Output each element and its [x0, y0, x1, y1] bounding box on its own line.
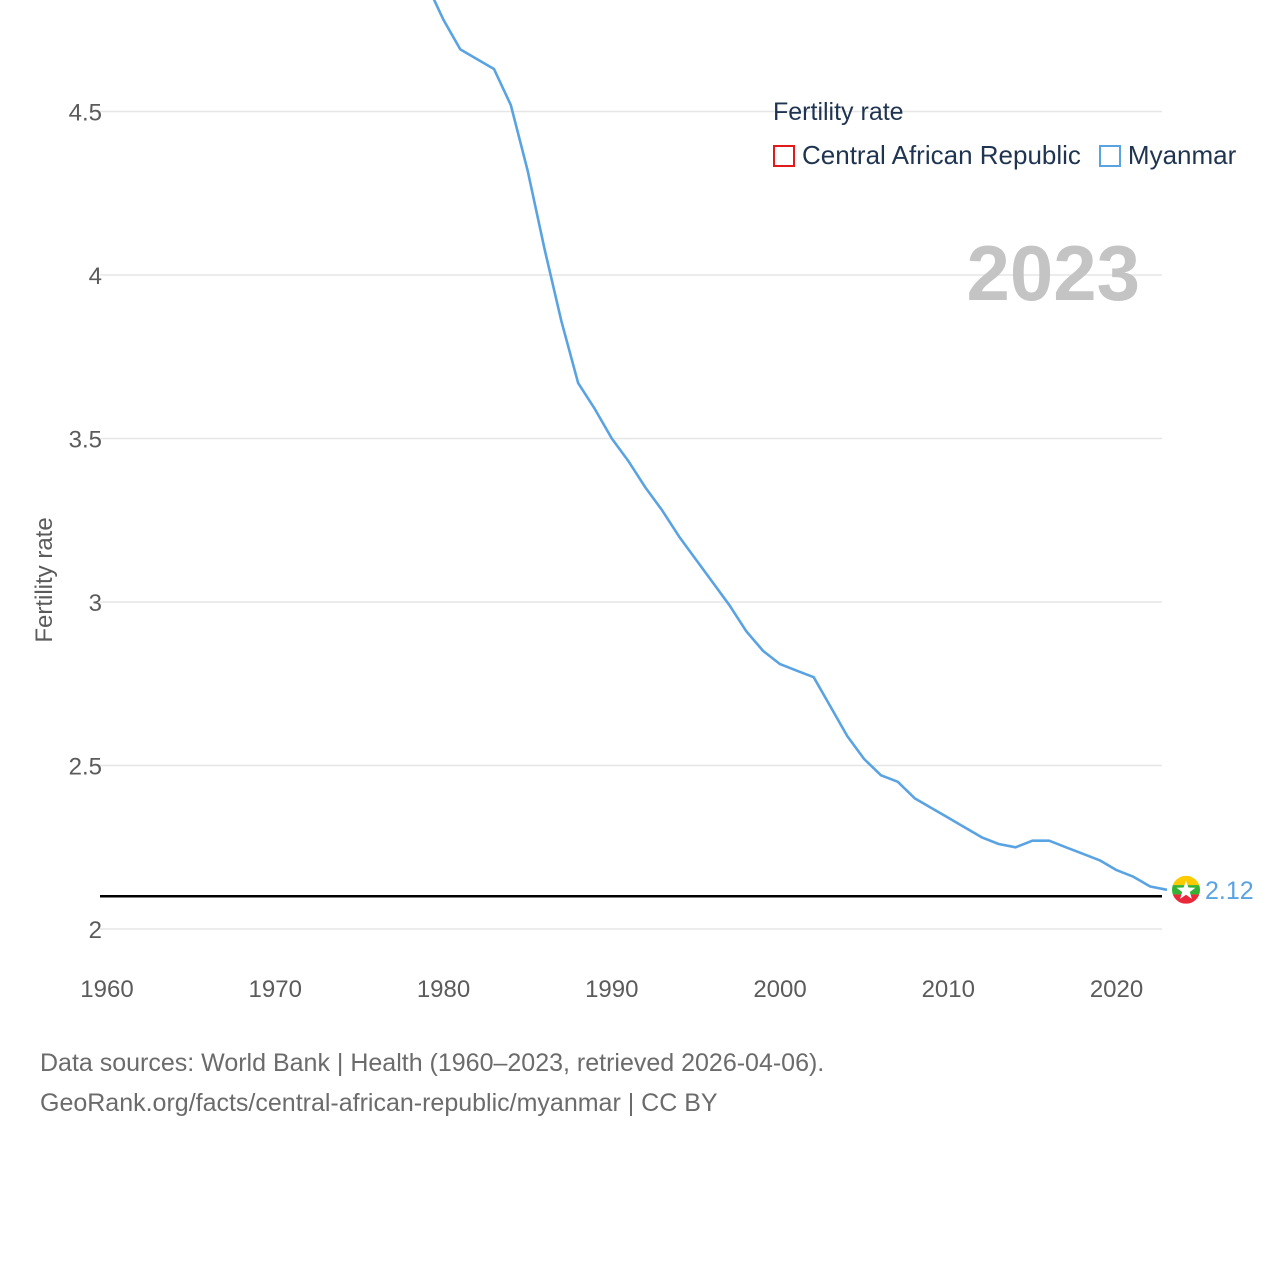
- series-end-label: 2.12: [1205, 877, 1254, 905]
- x-tick-label: 2000: [753, 976, 806, 1003]
- legend-swatch-myanmar: [1098, 144, 1121, 167]
- x-tick-label: 2010: [922, 976, 975, 1003]
- legend-item-central-african-republic[interactable]: Central African Republic: [773, 140, 1081, 171]
- flag-stripe: [1172, 894, 1200, 904]
- legend-label: Central African Republic: [802, 140, 1081, 170]
- year-watermark: 2023: [966, 229, 1140, 317]
- y-tick-label: 3: [89, 590, 102, 617]
- source-link[interactable]: GeoRank.org/facts/central-african-republ…: [40, 1089, 718, 1117]
- data-source: Data sources: World Bank | Health (1960–…: [40, 1043, 824, 1123]
- flag-star: [1176, 880, 1196, 899]
- y-axis-label: Fertility rate: [31, 517, 58, 642]
- legend: Central African Republic Myanmar: [773, 140, 1254, 171]
- y-tick-label: 2: [89, 917, 102, 944]
- flag-body: [1172, 875, 1200, 904]
- legend-item-myanmar[interactable]: Myanmar: [1098, 140, 1237, 171]
- series-end-markers: 6.012.12: [1172, 875, 1254, 905]
- legend-swatch-central-african-republic: [773, 144, 795, 167]
- myanmar-flag-icon: [1172, 875, 1200, 904]
- legend-title: Fertility rate: [773, 98, 904, 126]
- source-line-1: Data sources: World Bank | Health (1960–…: [40, 1049, 825, 1077]
- legend-label: Myanmar: [1127, 140, 1237, 170]
- y-tick-label: 4.5: [69, 100, 102, 127]
- y-axis-ticks: 22.533.544.555.56: [69, 100, 102, 945]
- x-tick-label: 2020: [1090, 976, 1143, 1003]
- x-axis-ticks: 1960 1970 1980 1990 2000 2010 2020: [80, 976, 1143, 1003]
- y-tick-label: 2.5: [69, 754, 102, 781]
- gridlines: [100, 110, 1162, 930]
- x-tick-label: 1990: [585, 976, 638, 1003]
- y-tick-label: 3.5: [69, 427, 102, 454]
- y-tick-label: 4: [89, 263, 102, 290]
- series-line-myanmar: [432, 0, 1168, 892]
- series-lines: [432, 0, 1168, 892]
- x-tick-label: 1970: [249, 976, 302, 1003]
- flag-stripe: [1172, 875, 1200, 886]
- x-tick-label: 1980: [417, 976, 470, 1003]
- x-tick-label: 1960: [80, 976, 133, 1003]
